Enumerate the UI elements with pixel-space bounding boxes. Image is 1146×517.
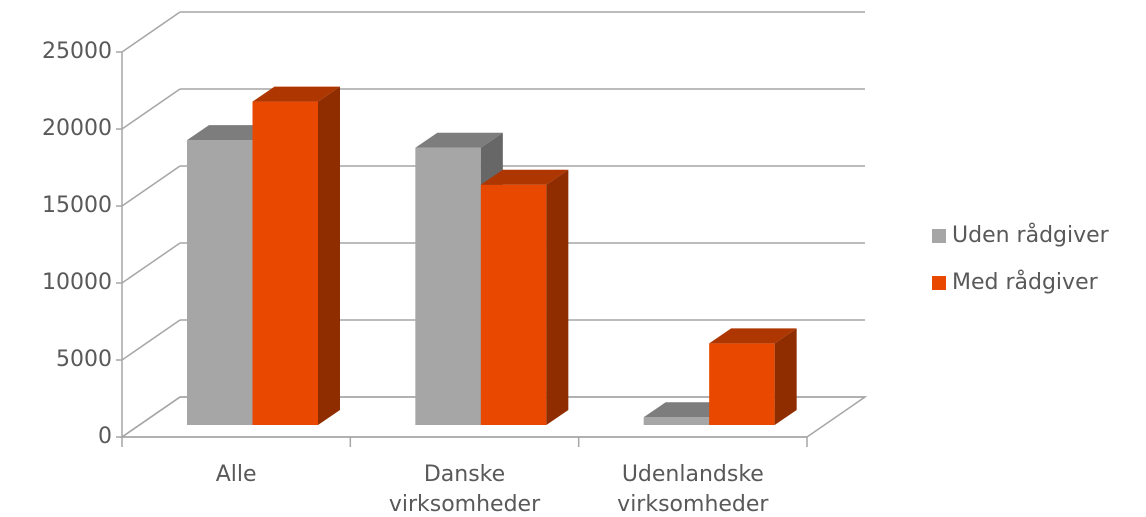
y-tick-label: 5000 <box>56 347 112 372</box>
legend-label: Med rådgiver <box>952 269 1099 295</box>
x-tick-label: Udenlandske virksomheder <box>617 462 769 517</box>
x-tick-label: Alle <box>216 462 257 487</box>
bar-top <box>252 86 340 102</box>
bar-side <box>318 86 340 425</box>
y-tick-label: 25000 <box>42 39 112 64</box>
x-tick-label: Danske virksomheder <box>389 462 541 517</box>
grid-line-side <box>121 165 181 207</box>
grid-line-side <box>121 88 181 130</box>
bar-side <box>774 328 797 425</box>
bar-front <box>415 147 481 426</box>
grid-line-side <box>121 396 181 438</box>
bar-front <box>480 184 547 425</box>
bar-front <box>252 101 318 425</box>
bar-front <box>643 417 710 425</box>
y-tick-label: 15000 <box>42 193 112 218</box>
bar-side <box>546 169 569 425</box>
bar-top <box>415 132 503 148</box>
y-tick-label: 10000 <box>42 270 112 295</box>
bar-top <box>480 169 569 185</box>
y-tick-label: 0 <box>98 424 112 449</box>
legend-swatch <box>932 276 946 290</box>
bar-front <box>187 140 253 425</box>
grid-line-side <box>121 11 181 53</box>
grid-line-side <box>121 319 181 361</box>
bar-top <box>709 328 797 344</box>
bar-front <box>709 343 775 425</box>
y-tick-label: 20000 <box>42 116 112 141</box>
legend-swatch <box>932 229 946 243</box>
grid-line-side <box>121 242 181 284</box>
legend-label: Uden rådgiver <box>952 222 1110 248</box>
